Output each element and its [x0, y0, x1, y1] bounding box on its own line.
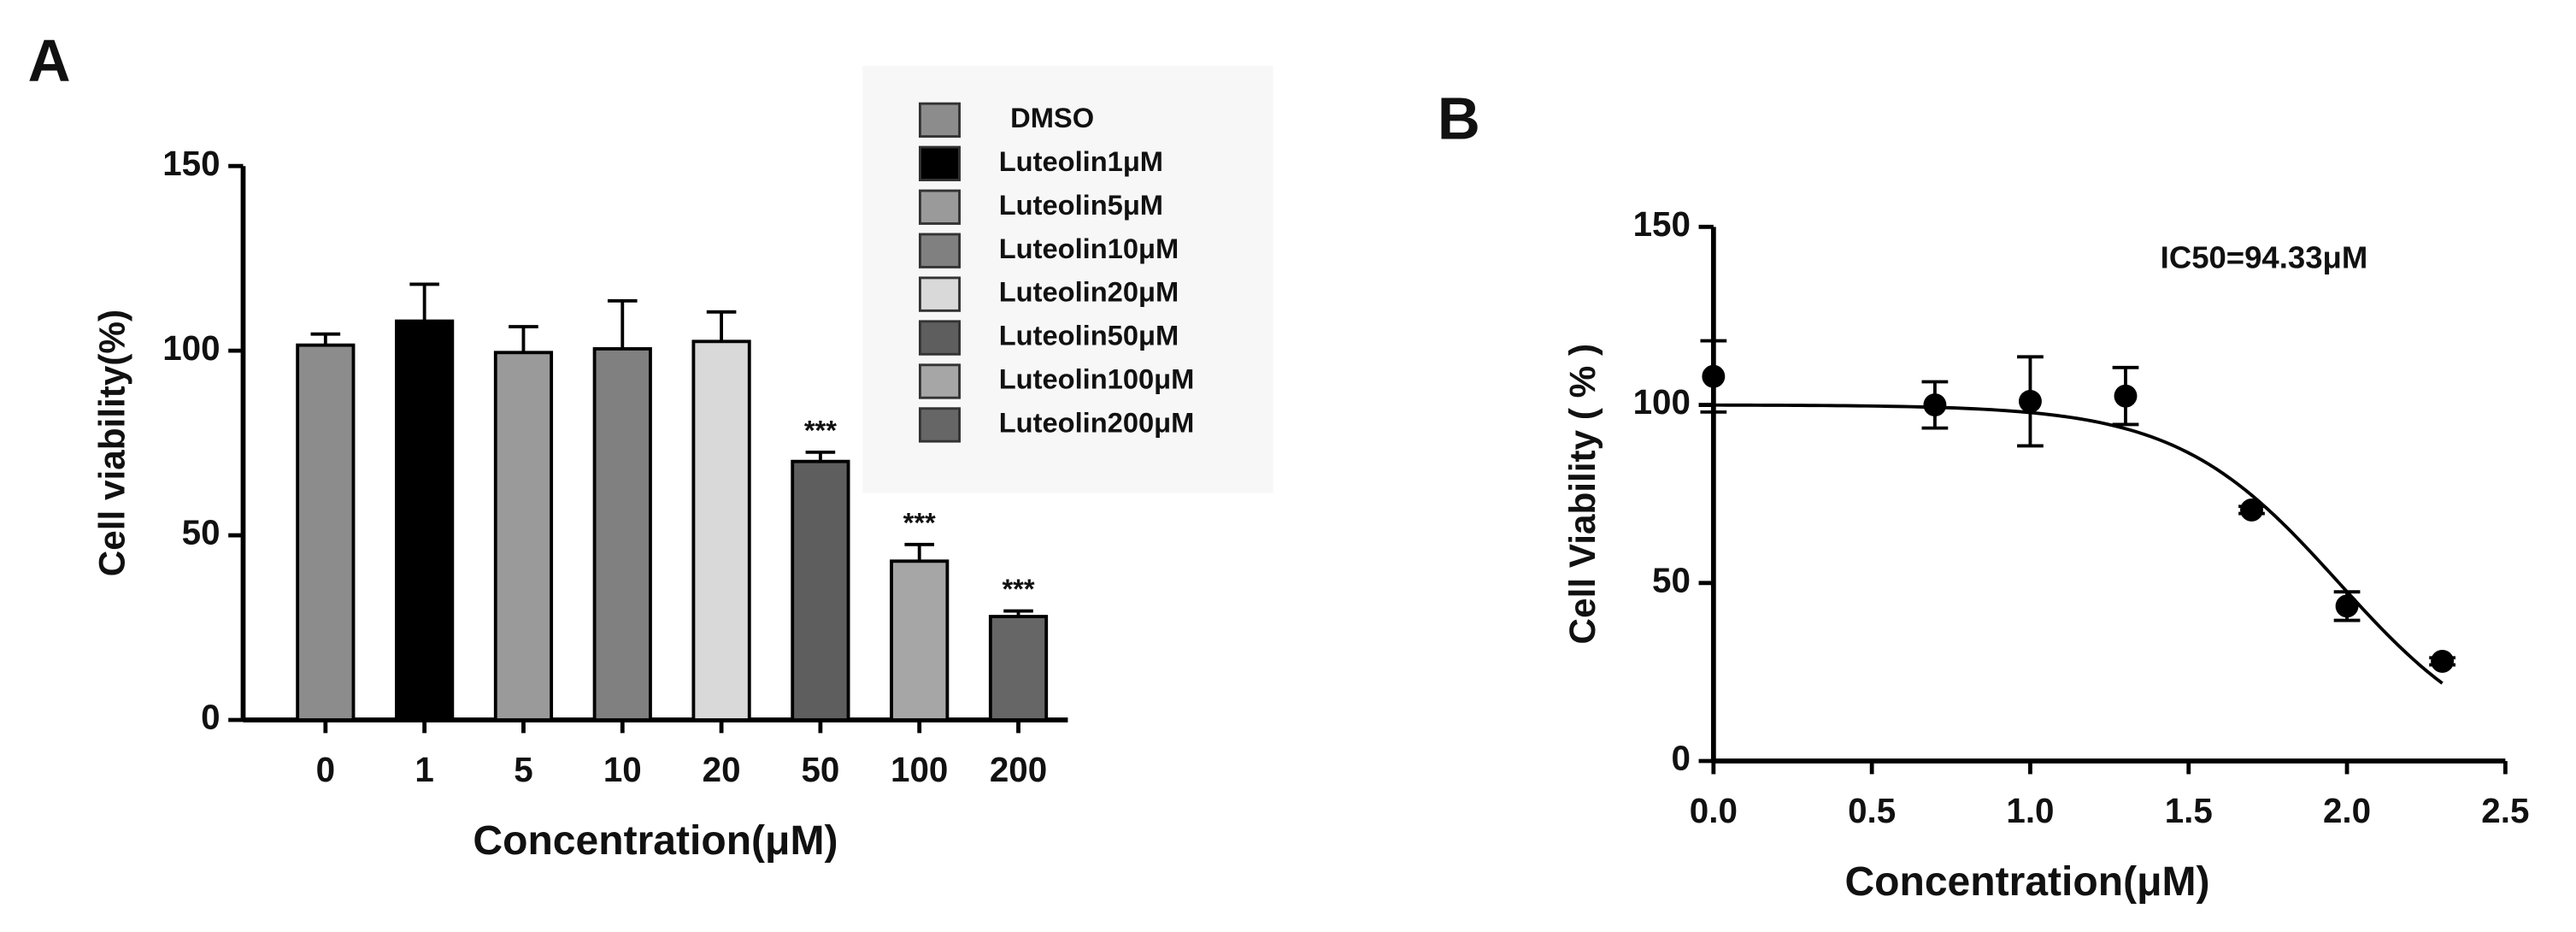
- legend-label: Luteolin50μM: [999, 320, 1179, 351]
- point: [2431, 649, 2455, 673]
- legend-label: Luteolin1μM: [999, 145, 1163, 177]
- bar: [592, 347, 652, 722]
- x-tick-label: 100: [891, 750, 948, 789]
- significance: ***: [903, 506, 936, 538]
- x-tick-label: 0.5: [1848, 791, 1896, 830]
- y-tick-label: 50: [182, 513, 221, 552]
- x-tick-label: 2.5: [2481, 791, 2529, 830]
- panel-label: B: [1438, 86, 1480, 152]
- x-tick-label: 50: [801, 750, 839, 789]
- bar: [691, 339, 751, 722]
- legend-swatch: [918, 233, 962, 268]
- significance: ***: [1002, 573, 1034, 605]
- legend-swatch: [918, 407, 962, 443]
- point: [2018, 389, 2042, 413]
- bar: [890, 559, 950, 722]
- panel-label: A: [28, 27, 71, 94]
- y-tick-label: 150: [162, 144, 220, 183]
- y-tick-label: 100: [162, 328, 220, 368]
- x-tick-label: 10: [603, 750, 642, 789]
- legend-swatch: [918, 102, 962, 139]
- legend-label: Luteolin20μM: [999, 276, 1179, 308]
- y-tick-label: 150: [1633, 204, 1691, 244]
- point: [1923, 393, 1947, 417]
- legend-label: Luteolin200μM: [999, 407, 1195, 439]
- x-tick-label: 20: [703, 750, 741, 789]
- x-tick-label: 1.5: [2165, 791, 2213, 830]
- point: [1702, 364, 1726, 388]
- x-tick-label: 1.0: [2006, 791, 2054, 830]
- legend-label: Luteolin5μM: [999, 189, 1163, 221]
- legend-swatch: [918, 145, 962, 181]
- bar: [493, 351, 554, 722]
- legend-swatch: [918, 363, 962, 399]
- legend-label: Luteolin10μM: [999, 233, 1179, 264]
- x-tick-label: 1: [415, 750, 433, 789]
- x-axis-label: Concentration(μM): [1844, 859, 2209, 905]
- bar: [791, 459, 850, 722]
- point: [2335, 594, 2359, 618]
- bar: [988, 615, 1049, 722]
- legend-swatch: [918, 320, 962, 356]
- point: [2114, 384, 2138, 408]
- fit-curve: [1713, 403, 2444, 685]
- legend-swatch: [918, 189, 962, 225]
- legend-label: DMSO: [1010, 102, 1094, 133]
- y-axis-label: Cell viability(%): [92, 310, 132, 576]
- y-axis-label: Cell Viability ( % ): [1562, 344, 1603, 645]
- y-tick-label: 0: [201, 698, 220, 737]
- x-tick-label: 0.0: [1690, 791, 1738, 830]
- legend-swatch: [918, 276, 962, 312]
- point: [2240, 498, 2263, 522]
- bar: [395, 319, 455, 722]
- annotation: IC50=94.33μM: [2161, 239, 2368, 274]
- y-tick-label: 50: [1652, 560, 1691, 599]
- x-tick-label: 0: [316, 750, 335, 789]
- x-tick-label: 5: [514, 750, 532, 789]
- y-tick-label: 100: [1633, 382, 1691, 422]
- y-tick-label: 0: [1671, 739, 1690, 778]
- x-tick-label: 2.0: [2323, 791, 2371, 830]
- x-tick-label: 200: [990, 750, 1047, 789]
- x-axis-label: Concentration(μM): [473, 818, 838, 864]
- legend-label: Luteolin100μM: [999, 363, 1195, 395]
- bar: [296, 343, 356, 722]
- significance: ***: [804, 414, 837, 445]
